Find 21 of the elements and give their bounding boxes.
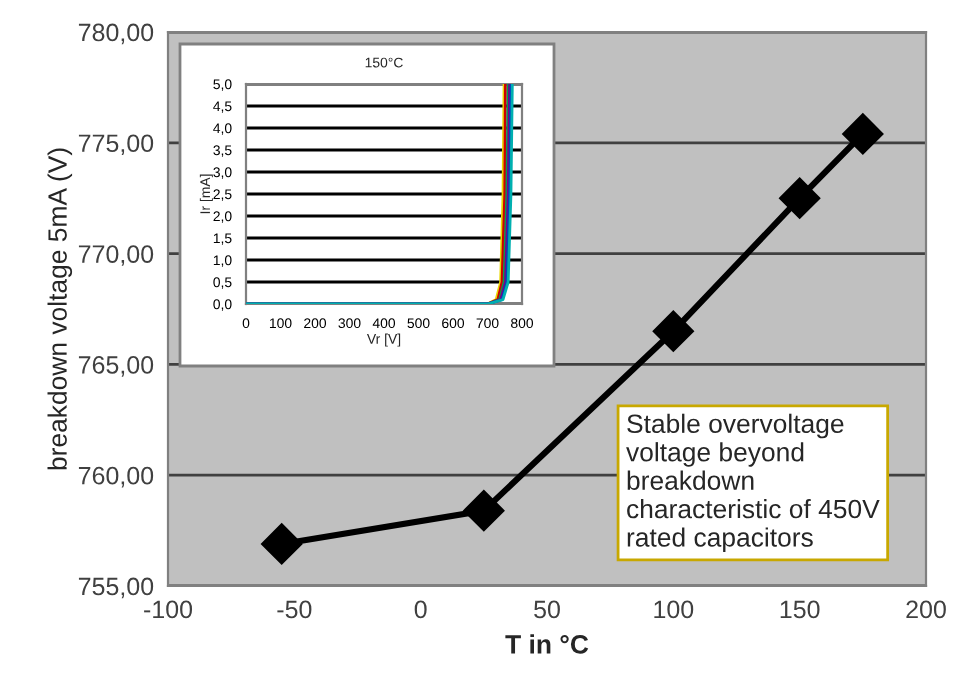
x-tick-label: 150 <box>780 600 820 619</box>
x-axis-title: T in °C <box>505 634 589 654</box>
x-tick-label: -100 <box>144 600 193 619</box>
point <box>261 523 303 565</box>
y-tick-label: 775,00 <box>78 134 154 156</box>
y-axis-title: breakdown voltage 5mA (V) <box>47 148 73 470</box>
point <box>778 177 821 219</box>
x-tick-label: 0 <box>414 600 427 619</box>
y-tick-label: 755,00 <box>78 577 154 599</box>
y-tick-label: 765,00 <box>78 356 154 377</box>
x-tick-label: -50 <box>277 600 312 619</box>
x-tick-label: 50 <box>534 600 560 619</box>
annotation: Stable overvoltage voltage beyond breakdown characteristic of 450V rated capacitors <box>626 413 880 552</box>
y-tick-label: 780,00 <box>78 23 154 45</box>
point <box>652 310 695 352</box>
point <box>463 489 505 532</box>
point <box>842 113 884 155</box>
x-tick-label: 100 <box>654 600 694 619</box>
y-tick-label: 760,00 <box>78 466 154 488</box>
x-tick-label: 200 <box>906 600 946 619</box>
y-tick-label: 770,00 <box>78 245 154 266</box>
